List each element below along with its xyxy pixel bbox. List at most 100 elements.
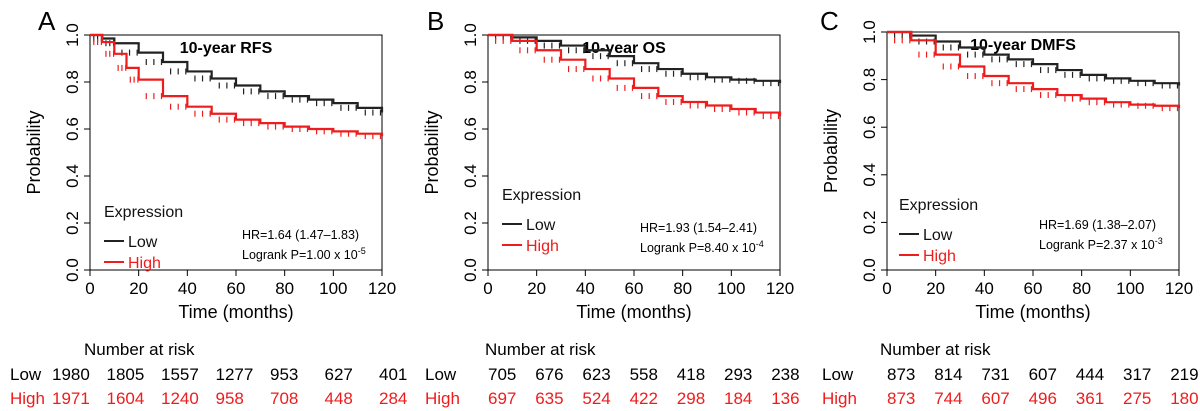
risk-value-high: 1971 xyxy=(52,389,90,408)
risk-value-high: 697 xyxy=(488,389,516,408)
chart-title: 10-year DMFS xyxy=(970,37,1076,54)
legend-label-low: Low xyxy=(128,234,158,251)
risk-value-high: 1240 xyxy=(161,389,199,408)
hr-annotation: HR=1.64 (1.47–1.83) xyxy=(242,228,359,242)
y-tick-label: 0.8 xyxy=(63,70,82,94)
x-tick-label: 100 xyxy=(319,279,347,298)
logrank-exponent: -5 xyxy=(358,246,366,256)
risk-row-label-high: High xyxy=(10,389,45,408)
series-line-low xyxy=(90,33,384,113)
risk-value-low: 558 xyxy=(630,365,658,384)
y-tick-label: 1.0 xyxy=(63,23,82,47)
x-tick-label: 100 xyxy=(717,279,745,298)
y-axis-label: Probability xyxy=(422,110,442,194)
risk-row-label-low: Low xyxy=(10,365,42,384)
legend-title: Expression xyxy=(899,197,978,214)
risk-value-high: 298 xyxy=(677,389,705,408)
risk-value-low: 627 xyxy=(325,365,353,384)
risk-value-low: 401 xyxy=(379,365,407,384)
legend-label-low: Low xyxy=(923,227,953,244)
x-tick-label: 20 xyxy=(926,279,945,298)
y-tick-label: 0.6 xyxy=(860,115,879,139)
logrank-exponent: -3 xyxy=(1155,236,1163,246)
panel-label: A xyxy=(38,6,56,36)
chart-title: 10-year OS xyxy=(582,40,666,57)
risk-value-low: 676 xyxy=(535,365,563,384)
risk-table-title: Number at risk xyxy=(84,340,195,359)
risk-value-low: 317 xyxy=(1123,365,1151,384)
x-axis-label: Time (months) xyxy=(178,302,293,322)
risk-value-high: 184 xyxy=(724,389,752,408)
panel-c: C 0 20 40 60 80 100 120 0.0 0.2 0.4 0.6 0.8 1.0 Time (… xyxy=(820,6,1199,408)
risk-value-high: 607 xyxy=(981,389,1009,408)
legend-label-high: High xyxy=(128,255,161,272)
series-line-high xyxy=(488,33,782,117)
risk-value-low: 607 xyxy=(1029,365,1057,384)
risk-value-low: 238 xyxy=(771,365,799,384)
y-tick-label: 0.8 xyxy=(860,68,879,92)
risk-value-low: 953 xyxy=(270,365,298,384)
risk-row-label-low: Low xyxy=(425,365,457,384)
series-line-high xyxy=(887,30,1181,109)
y-tick-label: 0.4 xyxy=(461,164,480,188)
risk-value-high: 524 xyxy=(582,389,610,408)
risk-value-high: 496 xyxy=(1029,389,1057,408)
logrank-annotation: Logrank P=8.40 x 10-4 xyxy=(640,239,764,255)
y-axis-label: Probability xyxy=(24,110,44,194)
risk-value-low: 293 xyxy=(724,365,752,384)
risk-value-low: 814 xyxy=(934,365,962,384)
risk-row-label-low: Low xyxy=(822,365,854,384)
censor-marks-high xyxy=(93,39,382,140)
risk-table-title: Number at risk xyxy=(880,340,991,359)
risk-value-low: 1805 xyxy=(107,365,145,384)
hr-annotation: HR=1.93 (1.54–2.41) xyxy=(640,221,757,235)
censor-marks-low xyxy=(894,32,1179,89)
risk-value-low: 219 xyxy=(1170,365,1198,384)
risk-table-title: Number at risk xyxy=(485,340,596,359)
y-tick-label: 0.2 xyxy=(860,211,879,235)
y-tick-label: 0.6 xyxy=(461,117,480,141)
censor-marks-high xyxy=(495,37,780,120)
risk-value-high: 873 xyxy=(887,389,915,408)
risk-value-low: 1980 xyxy=(52,365,90,384)
risk-value-high: 448 xyxy=(325,389,353,408)
x-tick-label: 60 xyxy=(227,279,246,298)
y-axis-label: Probability xyxy=(821,109,841,193)
risk-value-low: 705 xyxy=(488,365,516,384)
x-tick-label: 80 xyxy=(1072,279,1091,298)
x-tick-label: 0 xyxy=(483,279,492,298)
risk-value-high: 422 xyxy=(630,389,658,408)
risk-value-high: 958 xyxy=(216,389,244,408)
legend-label-high: High xyxy=(526,238,559,255)
panel-b: B 0 20 40 60 80 100 120 0.0 0.2 0.4 0.6 0.8 1.0 Time (… xyxy=(422,6,800,408)
y-tick-label: 0.4 xyxy=(63,164,82,188)
x-tick-label: 0 xyxy=(882,279,891,298)
x-axis-label: Time (months) xyxy=(975,302,1090,322)
risk-value-high: 275 xyxy=(1123,389,1151,408)
x-tick-label: 120 xyxy=(766,279,794,298)
series-line-high xyxy=(90,33,384,137)
risk-value-high: 1604 xyxy=(107,389,145,408)
hr-annotation: HR=1.69 (1.38–2.07) xyxy=(1039,218,1156,232)
risk-value-low: 731 xyxy=(981,365,1009,384)
risk-row-label-high: High xyxy=(822,389,857,408)
censor-marks-high xyxy=(894,37,1179,112)
x-tick-label: 120 xyxy=(368,279,396,298)
risk-value-high: 136 xyxy=(771,389,799,408)
panel-label: C xyxy=(820,6,839,36)
x-tick-label: 40 xyxy=(576,279,595,298)
x-tick-label: 20 xyxy=(527,279,546,298)
y-tick-label: 0.2 xyxy=(461,211,480,235)
y-tick-label: 0.2 xyxy=(63,211,82,235)
y-tick-label: 0.4 xyxy=(860,163,879,187)
x-axis-label: Time (months) xyxy=(576,302,691,322)
x-tick-label: 0 xyxy=(85,279,94,298)
x-tick-label: 80 xyxy=(673,279,692,298)
risk-value-high: 180 xyxy=(1170,389,1198,408)
risk-value-low: 444 xyxy=(1076,365,1104,384)
logrank-annotation: Logrank P=1.00 x 10-5 xyxy=(242,246,366,262)
logrank-exponent: -4 xyxy=(756,239,764,249)
y-tick-label: 0.8 xyxy=(461,70,480,94)
x-tick-label: 80 xyxy=(275,279,294,298)
